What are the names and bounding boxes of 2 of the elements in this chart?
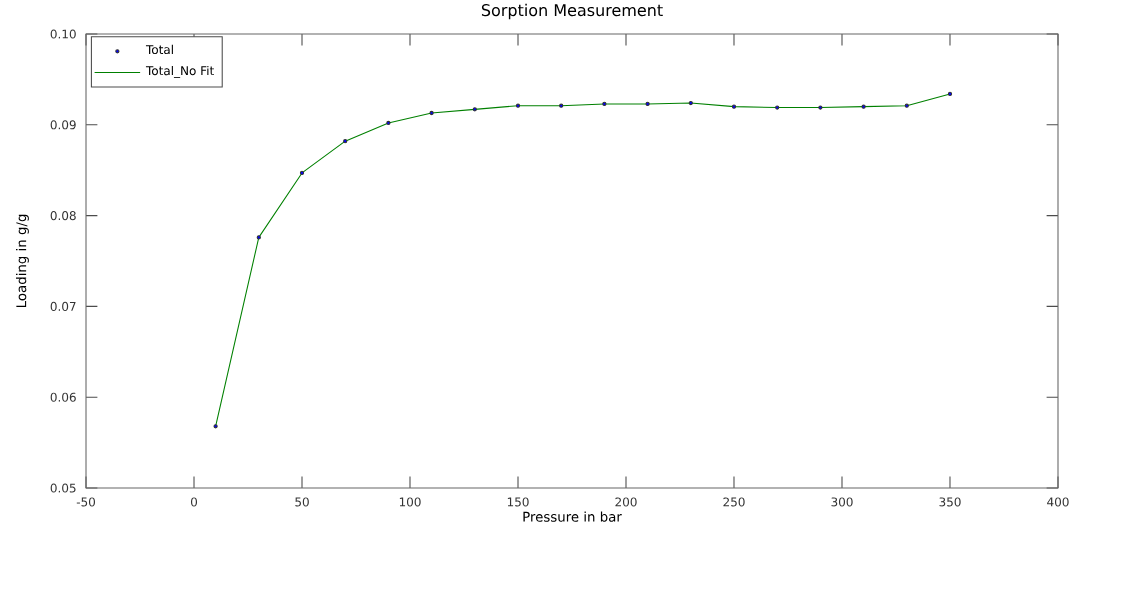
- chart-title: Sorption Measurement: [481, 3, 663, 20]
- line-series: [215, 93, 951, 427]
